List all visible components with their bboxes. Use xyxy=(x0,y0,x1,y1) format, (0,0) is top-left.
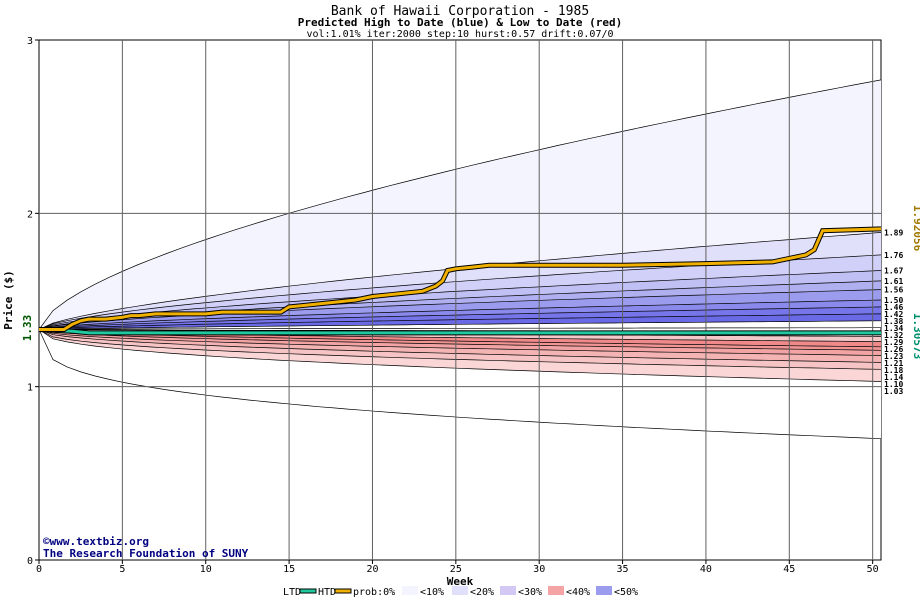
right-label-high: 1.76 xyxy=(884,251,903,260)
x-tick-label: 25 xyxy=(450,564,462,575)
credit-url-text: www.textbiz.org xyxy=(50,535,149,548)
low-band xyxy=(39,329,881,370)
quantile-line xyxy=(38,299,882,330)
y-tick-label: 2 xyxy=(27,209,33,220)
legend-swatch xyxy=(500,586,516,595)
y-tick-label: 3 xyxy=(27,36,33,47)
y-tick-label: 0 xyxy=(27,556,33,567)
legend-swatch xyxy=(334,588,352,594)
htd-line xyxy=(39,227,882,331)
legend-swatch xyxy=(452,586,468,595)
legend-swatch xyxy=(548,586,564,595)
high-band xyxy=(39,313,881,330)
legend-label: <30% xyxy=(518,587,542,598)
quantile-line xyxy=(38,329,882,348)
start-price-label: 1.33 xyxy=(21,315,34,342)
right-label-low: 1.32 xyxy=(884,331,903,340)
ltd-last-label: 1.30573 xyxy=(911,313,920,359)
low-band xyxy=(39,329,881,382)
legend-label: prob:0% xyxy=(353,587,395,598)
high-band xyxy=(39,79,881,330)
right-label-high: 1.89 xyxy=(884,228,903,237)
legend-label: LTD xyxy=(283,587,301,598)
low-band xyxy=(39,329,881,342)
right-label-low: 1.29 xyxy=(884,338,903,347)
chart-title: Bank of Hawaii Corporation - 1985 xyxy=(331,4,589,19)
x-tick-label: 0 xyxy=(36,564,42,575)
x-tick-label: 15 xyxy=(283,564,295,575)
htd-last-label: 1.92056 xyxy=(911,205,920,252)
x-tick-label: 45 xyxy=(783,564,795,575)
low-band xyxy=(39,329,881,439)
right-label-high: 1.50 xyxy=(884,296,903,305)
high-band xyxy=(39,306,881,330)
right-label-low: 1.23 xyxy=(884,352,903,361)
right-label-low: 1.14 xyxy=(884,373,903,382)
quantile-line xyxy=(38,79,882,330)
legend: LTD HTD prob:0% <10% <20% <30% <40% <50% xyxy=(283,586,638,598)
x-tick-label: 30 xyxy=(533,564,545,575)
quantile-line xyxy=(38,329,882,370)
right-label-low: 1.03 xyxy=(884,387,903,396)
low-band xyxy=(39,329,881,347)
high-band xyxy=(39,280,881,330)
right-label-low: 1.10 xyxy=(884,380,903,389)
legend-label: <20% xyxy=(470,587,494,598)
chart-subtitle: Predicted High to Date (blue) & Low to D… xyxy=(298,16,623,29)
quantile-line xyxy=(38,329,882,363)
right-label-low: 1.26 xyxy=(884,345,903,354)
quantile-line xyxy=(38,329,882,382)
right-label-high: 1.46 xyxy=(884,303,903,312)
legend-label: <50% xyxy=(614,587,638,598)
high-band xyxy=(39,270,881,330)
quantile-line xyxy=(38,306,882,330)
quantile-line xyxy=(38,313,882,330)
credit-url: ©www.textbiz.org xyxy=(43,535,149,548)
low-band xyxy=(39,329,881,351)
ltd-line xyxy=(38,328,881,335)
right-label-high: 1.56 xyxy=(884,286,903,295)
legend-label: <10% xyxy=(420,587,444,598)
high-band xyxy=(39,289,881,330)
y-tick-label: 1 xyxy=(27,383,33,394)
x-tick-label: 10 xyxy=(200,564,212,575)
series-lines xyxy=(38,226,882,336)
chart-params: vol:1.01% iter:2000 step:10 hurst:0.57 d… xyxy=(306,29,613,40)
x-tick-label: 40 xyxy=(700,564,712,575)
right-label-low: 1.18 xyxy=(884,366,903,375)
right-quantile-labels: 1.89 1.76 1.671.611.561.501.461.421.381.34… xyxy=(884,228,903,396)
x-tick-label: 5 xyxy=(119,564,125,575)
right-label-high: 1.67 xyxy=(884,267,903,276)
high-band xyxy=(39,320,881,330)
quantile-line xyxy=(38,327,881,330)
quantile-line xyxy=(38,270,882,330)
legend-label: HTD xyxy=(318,587,336,598)
x-tick-label: 20 xyxy=(366,564,378,575)
right-label-high: 1.42 xyxy=(884,310,903,319)
right-label-high: 1.38 xyxy=(884,317,903,326)
quantile-line xyxy=(38,329,882,440)
right-label-high: 1.61 xyxy=(884,277,903,286)
quantile-line xyxy=(38,320,882,330)
x-tick-label: 35 xyxy=(617,564,629,575)
x-axis-label: Week xyxy=(447,575,474,588)
legend-swatch xyxy=(299,588,317,594)
legend-swatch xyxy=(402,586,418,595)
x-tick-label: 50 xyxy=(867,564,879,575)
y-axis-label: Price ($) xyxy=(2,270,15,330)
right-label-low: 1.21 xyxy=(884,359,903,368)
high-band xyxy=(39,254,881,330)
legend-swatch xyxy=(596,586,612,595)
quantile-line xyxy=(38,329,882,351)
grid xyxy=(39,40,881,560)
low-band xyxy=(39,329,881,356)
credit-org: The Research Foundation of SUNY xyxy=(43,547,249,560)
quantile-line xyxy=(38,329,882,356)
axes: 0 5 10 15 20 25 30 35 40 45 50 0 1 2 3 xyxy=(27,36,879,575)
quantile-bands xyxy=(38,79,882,440)
low-band xyxy=(39,329,881,363)
right-label-high: 1.34 xyxy=(884,324,903,333)
legend-label: <40% xyxy=(566,587,590,598)
